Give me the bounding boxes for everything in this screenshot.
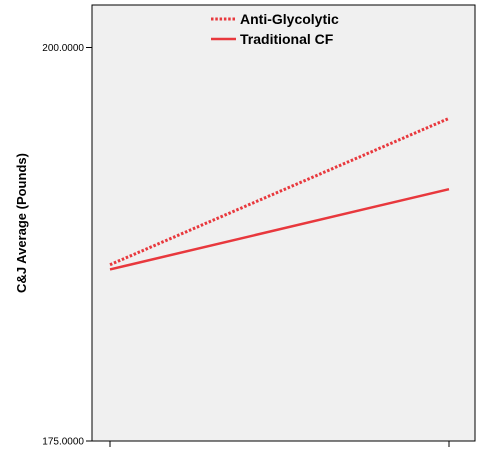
legend-label: Traditional CF	[240, 31, 334, 47]
y-tick-label: 200.0000	[42, 43, 84, 54]
plot-area	[91, 4, 476, 442]
series-line-anti-glycolytic	[109, 116, 450, 267]
axis-ticks: 175.0000 200.0000	[42, 43, 450, 448]
legend: Anti-Glycolytic Traditional CF	[211, 11, 339, 47]
legend-label: Anti-Glycolytic	[240, 11, 339, 27]
y-tick-label: 175.0000	[42, 437, 84, 448]
series-lines	[109, 116, 450, 271]
y-axis-label: C&J Average (Pounds)	[14, 153, 29, 293]
series-line-traditional-cf	[109, 187, 450, 271]
